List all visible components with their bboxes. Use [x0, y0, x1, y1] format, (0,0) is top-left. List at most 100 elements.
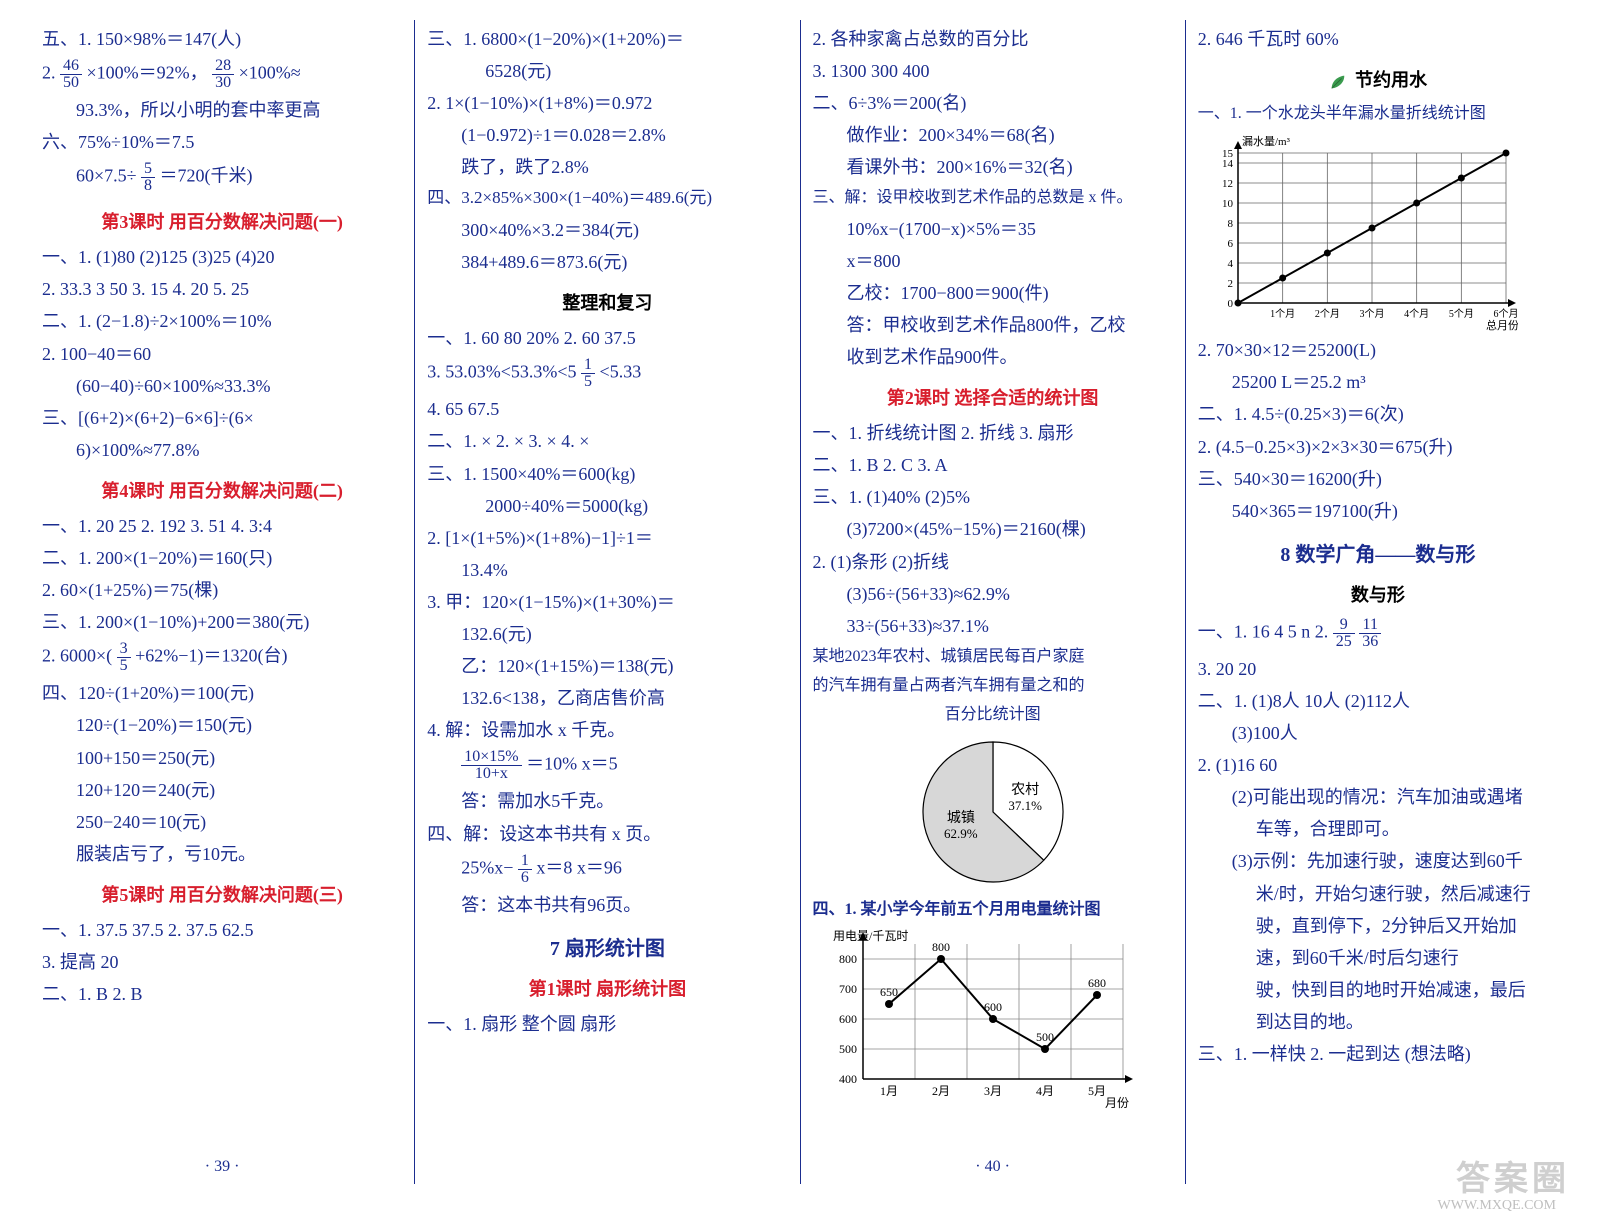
- t: ×100%≈: [239, 63, 301, 83]
- svg-text:1个月: 1个月: [1270, 308, 1295, 320]
- text: 三、[(6+2)×(6+2)−6×6]÷(6×: [42, 405, 402, 431]
- text: 六、75%÷10%＝7.5: [42, 129, 402, 155]
- text: 13.4%: [461, 557, 787, 583]
- text: 服装店亏了，亏10元。: [76, 841, 402, 867]
- t: 3. 53.03%<53.3%<5: [427, 362, 576, 382]
- svg-text:3个月: 3个月: [1359, 308, 1384, 320]
- text: 某地2023年农村、城镇居民每百户家庭: [813, 645, 1173, 668]
- svg-text:4月: 4月: [1035, 1084, 1053, 1098]
- text: 百分比统计图: [813, 703, 1173, 726]
- column-3: 2. 各种家禽占总数的百分比 3. 1300 300 400 二、6÷3%＝20…: [800, 20, 1185, 1184]
- number-shape-heading: 数与形: [1198, 581, 1558, 607]
- review-heading: 整理和复习: [427, 289, 787, 315]
- text: 的汽车拥有量占两者汽车拥有量之和的: [813, 674, 1173, 697]
- text: 三、1. 6800×(1−20%)×(1+20%)＝: [427, 26, 787, 52]
- column-2: 三、1. 6800×(1−20%)×(1+20%)＝ 6528(元) 2. 1×…: [414, 20, 799, 1184]
- text: 一、1. 折线统计图 2. 折线 3. 扇形: [813, 420, 1173, 446]
- text: (60−40)÷60×100%≈33.3%: [76, 373, 402, 399]
- svg-text:月份: 月份: [1105, 1096, 1129, 1109]
- text: (3)100人: [1232, 720, 1558, 746]
- svg-text:城镇: 城镇: [946, 810, 974, 826]
- lesson-3-heading: 第3课时 用百分数解决问题(一): [42, 208, 402, 234]
- svg-text:1月: 1月: [879, 1084, 897, 1098]
- text: 一、1. 扇形 整个圆 扇形: [427, 1011, 787, 1037]
- svg-text:总月份: 总月份: [1486, 318, 1518, 331]
- chapter-7-heading: 7 扇形统计图: [427, 932, 787, 961]
- svg-text:10: 10: [1222, 198, 1234, 210]
- lesson-4-heading: 第4课时 用百分数解决问题(二): [42, 477, 402, 503]
- svg-text:700: 700: [839, 982, 857, 996]
- svg-text:0: 0: [1227, 298, 1233, 310]
- text: 答：这本书共有96页。: [461, 892, 787, 918]
- text: 二、1. 4.5÷(0.25×3)＝6(次): [1198, 401, 1558, 427]
- text: 2. (1)16 60: [1198, 752, 1558, 778]
- text: 乙校：1700−800＝900(件): [847, 280, 1173, 306]
- lesson-2-heading: 第2课时 选择合适的统计图: [813, 384, 1173, 410]
- fraction: 15: [581, 357, 595, 390]
- text: 二、1. (1)8人 10人 (2)112人: [1198, 688, 1558, 714]
- text: 一、1. (1)80 (2)125 (3)25 (4)20: [42, 244, 402, 270]
- text: 3. 20 20: [1198, 656, 1558, 682]
- fraction: 4650: [60, 58, 82, 91]
- text: 二、1. 200×(1−20%)＝160(只): [42, 545, 402, 571]
- text: x＝800: [847, 248, 1173, 274]
- text: 三、1. 1500×40%＝600(kg): [427, 461, 787, 487]
- text: 二、6÷3%＝200(名): [813, 90, 1173, 116]
- text: 四、120÷(1+20%)＝100(元): [42, 680, 402, 706]
- watermark-url: WWW.MXQE.COM: [1438, 1198, 1556, 1214]
- svg-text:5个月: 5个月: [1449, 308, 1474, 320]
- fraction: 2830: [212, 58, 234, 91]
- text: 4. 65 67.5: [427, 396, 787, 422]
- svg-text:800: 800: [839, 952, 857, 966]
- text: 二、1. (2−1.8)÷2×100%＝10%: [42, 308, 402, 334]
- t: x＝8 x＝96: [536, 857, 622, 877]
- fraction: 58: [141, 161, 155, 194]
- svg-text:6个月: 6个月: [1493, 308, 1518, 320]
- text: 二、1. × 2. × 3. × 4. ×: [427, 428, 787, 454]
- text: 驶，直到停下，2分钟后又开始加: [1256, 913, 1558, 939]
- text: 60×7.5÷ 58 ＝720(千米): [76, 161, 402, 194]
- text: 一、1. 16 4 5 n 2. 925 1136: [1198, 617, 1558, 650]
- svg-text:用电量/千瓦时: 用电量/千瓦时: [833, 929, 908, 943]
- text: 25200 L＝25.2 m³: [1232, 369, 1558, 395]
- svg-text:500: 500: [839, 1042, 857, 1056]
- watermark: 答案圈: [1456, 1151, 1570, 1200]
- svg-text:680: 680: [1088, 976, 1106, 990]
- leaf-icon: [1329, 73, 1347, 91]
- svg-text:500: 500: [1036, 1030, 1054, 1044]
- t: 2. 6000×(: [42, 646, 112, 666]
- text: 米/时，开始匀速行驶，然后减速行: [1256, 881, 1558, 907]
- text: 一、1. 37.5 37.5 2. 37.5 62.5: [42, 917, 402, 943]
- text: 到达目的地。: [1256, 1009, 1558, 1035]
- text: 132.6(元): [461, 621, 787, 647]
- text: 四、1. 某小学今年前五个月用电量统计图: [813, 898, 1173, 921]
- text: 2. 70×30×12＝25200(L): [1198, 337, 1558, 363]
- column-4: 2. 646 千瓦时 60% 节约用水 一、1. 一个水龙头半年漏水量折线统计图…: [1185, 20, 1570, 1184]
- save-water-heading: 节约用水: [1198, 66, 1558, 92]
- fraction: 925: [1333, 617, 1355, 650]
- text: 2. 60×(1+25%)＝75(棵): [42, 577, 402, 603]
- text: 车等，合理即可。: [1256, 816, 1558, 842]
- t: ＝10% x＝5: [526, 754, 618, 774]
- text: 3. 甲：120×(1−15%)×(1+30%)＝: [427, 589, 787, 615]
- svg-text:800: 800: [932, 940, 950, 954]
- text: 10×15%10+x ＝10% x＝5: [461, 749, 787, 782]
- svg-text:650: 650: [880, 985, 898, 999]
- t: 60×7.5÷: [76, 166, 137, 186]
- t: 节约用水: [1355, 70, 1427, 90]
- text: 2. 6000×( 35 +62%−1)＝1320(台): [42, 641, 402, 674]
- text: 四、3.2×85%×300×(1−40%)＝489.6(元): [427, 186, 787, 211]
- text: 跌了，跌了2.8%: [461, 154, 787, 180]
- page-number-right: · 40 ·: [801, 1158, 1185, 1176]
- text: (3)7200×(45%−15%)＝2160(棵): [847, 516, 1173, 542]
- text: 收到艺术作品900件。: [847, 344, 1173, 370]
- t: 2.: [42, 63, 60, 83]
- lesson-5-heading: 第5课时 用百分数解决问题(三): [42, 881, 402, 907]
- text: 速，到60千米/时后匀速行: [1256, 945, 1558, 971]
- text: 93.3%，所以小明的套中率更高: [76, 97, 402, 123]
- text: 3. 提高 20: [42, 949, 402, 975]
- text: 三、解：设甲校收到艺术作品的总数是 x 件。: [813, 186, 1173, 209]
- text: 540×365＝197100(升): [1232, 498, 1558, 524]
- pie-chart: 农村37.1%城镇62.9%: [893, 732, 1093, 892]
- text: 2. 33.3 3 50 3. 15 4. 20 5. 25: [42, 276, 402, 302]
